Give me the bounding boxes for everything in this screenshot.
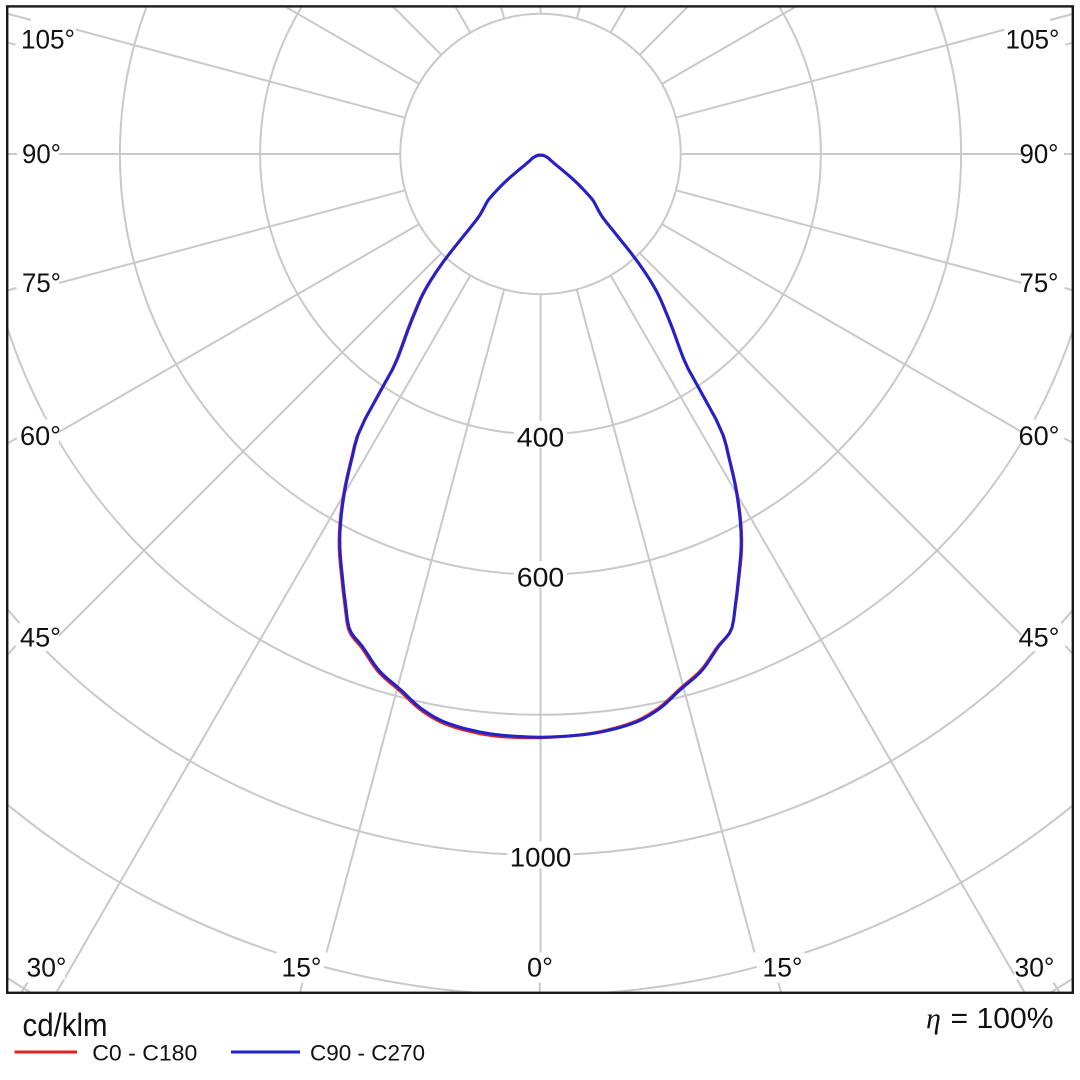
svg-text:C90 - C270: C90 - C270 [310, 1041, 425, 1066]
svg-text:75°: 75° [22, 268, 61, 298]
svg-text:90°: 90° [1020, 139, 1059, 169]
svg-text:= 100%: = 100% [951, 1003, 1054, 1035]
svg-text:45°: 45° [20, 623, 61, 653]
svg-text:45°: 45° [1019, 623, 1060, 653]
svg-text:15°: 15° [282, 953, 322, 983]
svg-text:90°: 90° [22, 139, 61, 169]
svg-text:30°: 30° [1015, 953, 1055, 983]
svg-text:105°: 105° [21, 25, 75, 55]
svg-text:60°: 60° [1019, 421, 1060, 451]
svg-text:400: 400 [517, 423, 565, 453]
svg-text:1000: 1000 [510, 843, 572, 873]
svg-text:C0 - C180: C0 - C180 [92, 1041, 197, 1066]
svg-text:η: η [926, 1002, 941, 1035]
svg-text:30°: 30° [27, 953, 67, 983]
svg-text:0°: 0° [527, 953, 553, 983]
svg-text:cd/klm: cd/klm [23, 1007, 108, 1043]
svg-text:105°: 105° [1006, 25, 1060, 55]
svg-text:75°: 75° [1020, 268, 1059, 298]
svg-text:600: 600 [517, 563, 565, 593]
svg-text:60°: 60° [20, 421, 61, 451]
svg-text:15°: 15° [763, 953, 803, 983]
